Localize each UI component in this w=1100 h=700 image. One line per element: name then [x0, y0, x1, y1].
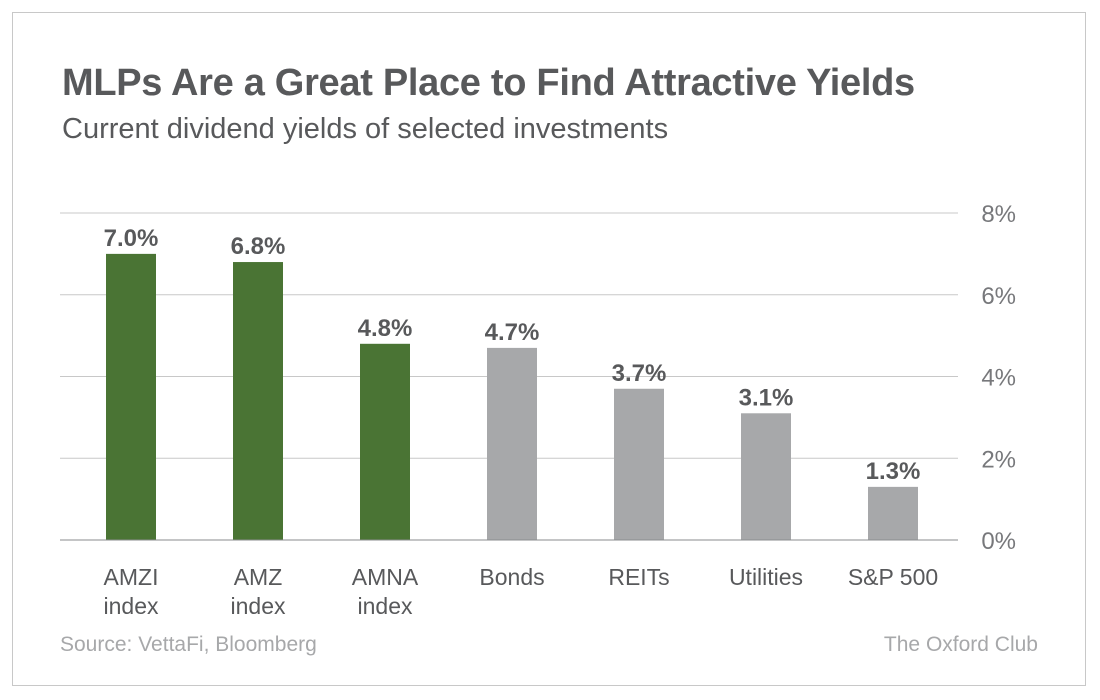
bar-value-label: 3.7%	[612, 360, 667, 387]
bar	[233, 262, 283, 540]
y-tick-label: 4%	[981, 365, 1016, 392]
y-tick-label: 6%	[981, 283, 1016, 310]
bar-value-label: 7.0%	[104, 225, 159, 252]
x-tick-label-line: S&P 500	[848, 564, 938, 590]
x-tick-label-line: index	[358, 593, 413, 619]
brand-name: The Oxford Club	[883, 633, 1038, 656]
bar-value-label: 3.1%	[739, 384, 794, 411]
bar	[741, 413, 791, 540]
bar	[487, 347, 537, 540]
bar	[868, 486, 918, 540]
x-tick-label: Utilities	[729, 564, 803, 590]
x-tick-label: AMZ index	[231, 564, 286, 619]
x-tick-label: AMZI index	[104, 564, 159, 619]
x-tick-label-line: Utilities	[729, 564, 803, 590]
chart-title: MLPs Are a Great Place to Find Attractiv…	[62, 62, 915, 104]
x-tick-label-line: index	[104, 593, 159, 619]
x-tick-label-line: AMZ	[234, 564, 283, 590]
x-tick-label: REITs	[608, 564, 669, 590]
bar-value-label: 6.8%	[231, 233, 286, 260]
x-tick-label-line: index	[231, 593, 286, 619]
x-tick-label-line: REITs	[608, 564, 669, 590]
x-tick-label: AMNA index	[352, 564, 419, 619]
source-note: Source: VettaFi, Bloomberg	[60, 633, 317, 656]
chart-frame	[12, 12, 1086, 686]
bar-value-label: 4.8%	[358, 315, 413, 342]
bar	[360, 343, 410, 540]
bar-value-label: 1.3%	[866, 458, 921, 485]
x-tick-label: S&P 500	[848, 564, 938, 590]
bar-value-label: 4.7%	[485, 319, 540, 346]
x-tick-label-line: AMZI	[104, 564, 159, 590]
x-tick-label-line: Bonds	[479, 564, 544, 590]
y-tick-label: 0%	[981, 528, 1016, 555]
bar	[614, 388, 664, 540]
x-tick-label: Bonds	[479, 564, 544, 590]
y-tick-label: 2%	[981, 446, 1016, 473]
x-tick-label-line: AMNA	[352, 564, 419, 590]
y-tick-label: 8%	[981, 201, 1016, 228]
chart-subtitle: Current dividend yields of selected inve…	[62, 113, 669, 145]
bar	[106, 253, 156, 540]
